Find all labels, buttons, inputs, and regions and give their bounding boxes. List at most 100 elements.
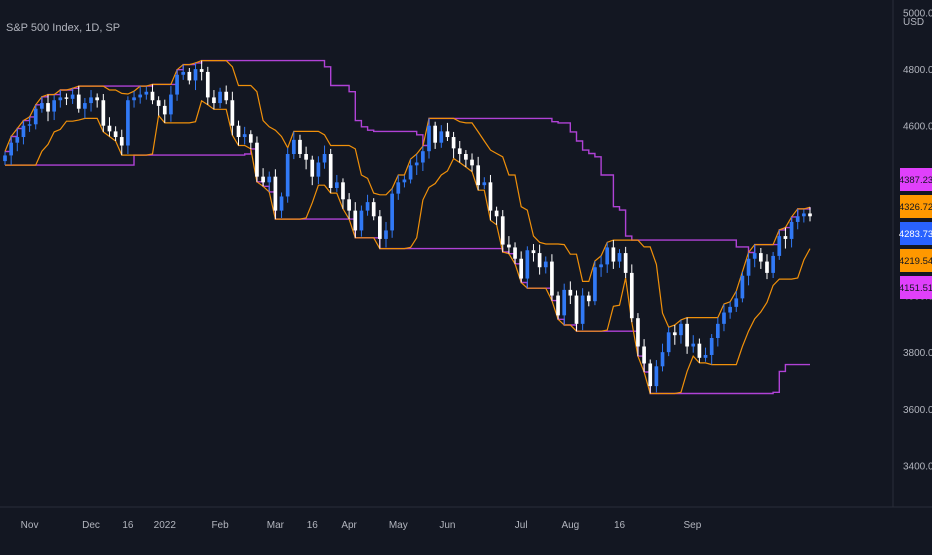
candle-body	[378, 216, 382, 239]
candle-body	[808, 213, 812, 217]
candle-body	[802, 213, 806, 217]
time-tick-label: Nov	[21, 520, 39, 531]
candle-body	[316, 162, 321, 177]
candle-body	[212, 97, 216, 104]
candle-body	[642, 346, 646, 364]
candle-body	[46, 103, 50, 112]
candle-body	[347, 199, 351, 211]
candle-body	[586, 295, 591, 302]
candle-body	[562, 289, 567, 316]
candle-body	[433, 125, 437, 143]
price-badge-label: 4326.72	[899, 202, 932, 213]
inner-band-upper	[4, 60, 811, 328]
candle-body	[765, 261, 769, 273]
chart-title: S&P 500 Index, 1D, SP	[6, 22, 120, 34]
price-badge	[900, 222, 932, 245]
candle-body	[623, 253, 628, 273]
candle-body	[169, 94, 173, 115]
price-tick-label: 4800.00	[903, 65, 932, 76]
candle-body	[740, 275, 745, 299]
candle-body	[113, 131, 118, 138]
candle-body	[494, 210, 499, 217]
candle-body	[353, 210, 358, 231]
candle-body	[758, 253, 763, 262]
candle-body	[52, 100, 57, 112]
price-tick-label: 3400.00	[903, 461, 932, 472]
candle-body	[500, 216, 505, 245]
candle-body	[230, 100, 235, 126]
candle-body	[322, 154, 327, 163]
time-tick-label: Mar	[267, 520, 285, 531]
candle-body	[384, 230, 388, 239]
candle-body	[242, 134, 247, 138]
price-badge-label: 4219.54	[899, 256, 932, 267]
candle-body	[777, 236, 782, 256]
candle-body	[611, 247, 616, 262]
candle-body	[445, 131, 450, 138]
candle-body	[543, 261, 548, 268]
price-badge	[900, 276, 932, 299]
candle-body	[101, 100, 106, 126]
candle-body	[457, 148, 462, 155]
price-tick-label: 3800.00	[903, 348, 932, 359]
price-badge-label: 4151.51	[899, 283, 932, 294]
time-tick-label: 16	[307, 520, 319, 531]
price-badge	[900, 168, 932, 191]
candle-body	[175, 74, 179, 95]
time-tick-label: 2022	[154, 520, 177, 531]
candle-body	[771, 255, 775, 273]
candle-body	[789, 221, 794, 239]
candle-body	[470, 159, 474, 166]
outer-band-upper	[5, 59, 811, 254]
candle-body	[255, 142, 259, 177]
candle-body	[193, 69, 198, 81]
candle-body	[119, 137, 124, 146]
candle-body	[728, 306, 732, 313]
inner-band-layer	[4, 60, 811, 395]
time-tick-label: Jul	[515, 520, 528, 531]
time-tick-label: Dec	[82, 520, 100, 531]
candle-body	[599, 264, 603, 268]
price-tick-label: 4600.00	[903, 122, 932, 133]
candle-body	[89, 97, 93, 104]
candle-body	[359, 210, 364, 231]
candle-body	[156, 100, 161, 106]
candle-body	[795, 216, 800, 222]
time-tick-label: Jun	[439, 520, 455, 531]
candle-body	[310, 159, 315, 177]
candle-body	[402, 179, 407, 183]
time-tick-label: May	[389, 520, 408, 531]
candle-body	[371, 202, 376, 217]
price-badge	[900, 249, 932, 272]
candle-body	[83, 103, 87, 109]
candle-body	[40, 103, 44, 109]
candle-body	[697, 343, 702, 358]
candle-body	[365, 202, 370, 211]
candle-body	[298, 139, 302, 155]
candle-body	[636, 318, 640, 347]
candle-body	[488, 182, 493, 211]
time-tick-label: Aug	[561, 520, 579, 531]
candle-body	[464, 154, 468, 160]
candle-body	[341, 182, 345, 200]
candle-body	[525, 250, 530, 279]
candle-body	[605, 247, 610, 265]
price-axis-unit: USD	[903, 17, 924, 28]
candle-body	[181, 71, 186, 75]
candle-body	[70, 94, 75, 99]
candle-body	[691, 343, 696, 347]
candle-body	[537, 253, 542, 268]
candle-body	[144, 91, 149, 95]
candle-body	[550, 261, 554, 296]
time-axis[interactable]: Nov Dec 16 2022 Feb Mar 16 Apr May Jun Jul Aug 16 Sep	[21, 520, 702, 531]
candle-body	[408, 165, 413, 180]
candle-body	[482, 182, 487, 186]
candle-body	[27, 124, 32, 126]
candle-body	[21, 125, 26, 138]
candle-body	[746, 258, 751, 276]
candle-body	[9, 142, 13, 156]
candle-body	[334, 182, 339, 188]
